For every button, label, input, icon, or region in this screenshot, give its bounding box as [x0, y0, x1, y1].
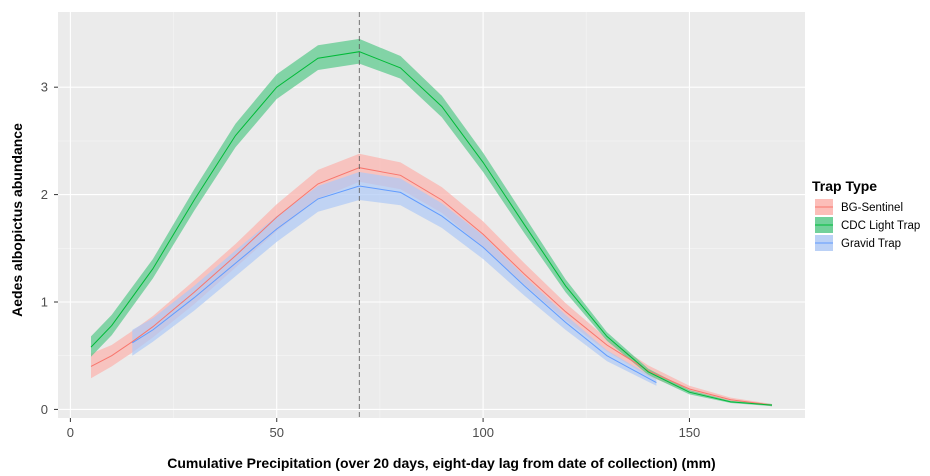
x-tick-label: 50	[270, 425, 284, 440]
y-tick-label: 2	[41, 187, 48, 202]
axis-ticks: 0 50 100 150 0 1 2 3	[41, 80, 701, 440]
x-axis-title: Cumulative Precipitation (over 20 days, …	[167, 455, 715, 471]
y-axis-title: Aedes albopictus abundance	[9, 123, 25, 317]
legend-label-2: Gravid Trap	[841, 238, 901, 250]
y-tick-label: 1	[41, 295, 48, 310]
x-tick-label: 150	[679, 425, 701, 440]
legend-label-1: CDC Light Trap	[841, 220, 920, 232]
series-line-1	[90, 51, 773, 406]
legend-title: Trap Type	[812, 178, 877, 194]
legend: Trap Type BG-Sentinel CDC Light Trap Gravi…	[812, 178, 920, 251]
series-band-0	[91, 153, 772, 407]
legend-label-0: BG-Sentinel	[841, 202, 903, 214]
series-line-2	[132, 185, 657, 384]
y-tick-label: 3	[41, 80, 48, 95]
y-tick-label: 0	[41, 402, 48, 417]
confidence-bands	[91, 38, 772, 407]
x-tick-label: 100	[472, 425, 494, 440]
x-tick-label: 0	[67, 425, 74, 440]
series-lines	[90, 51, 773, 406]
series-line-0	[90, 167, 773, 406]
